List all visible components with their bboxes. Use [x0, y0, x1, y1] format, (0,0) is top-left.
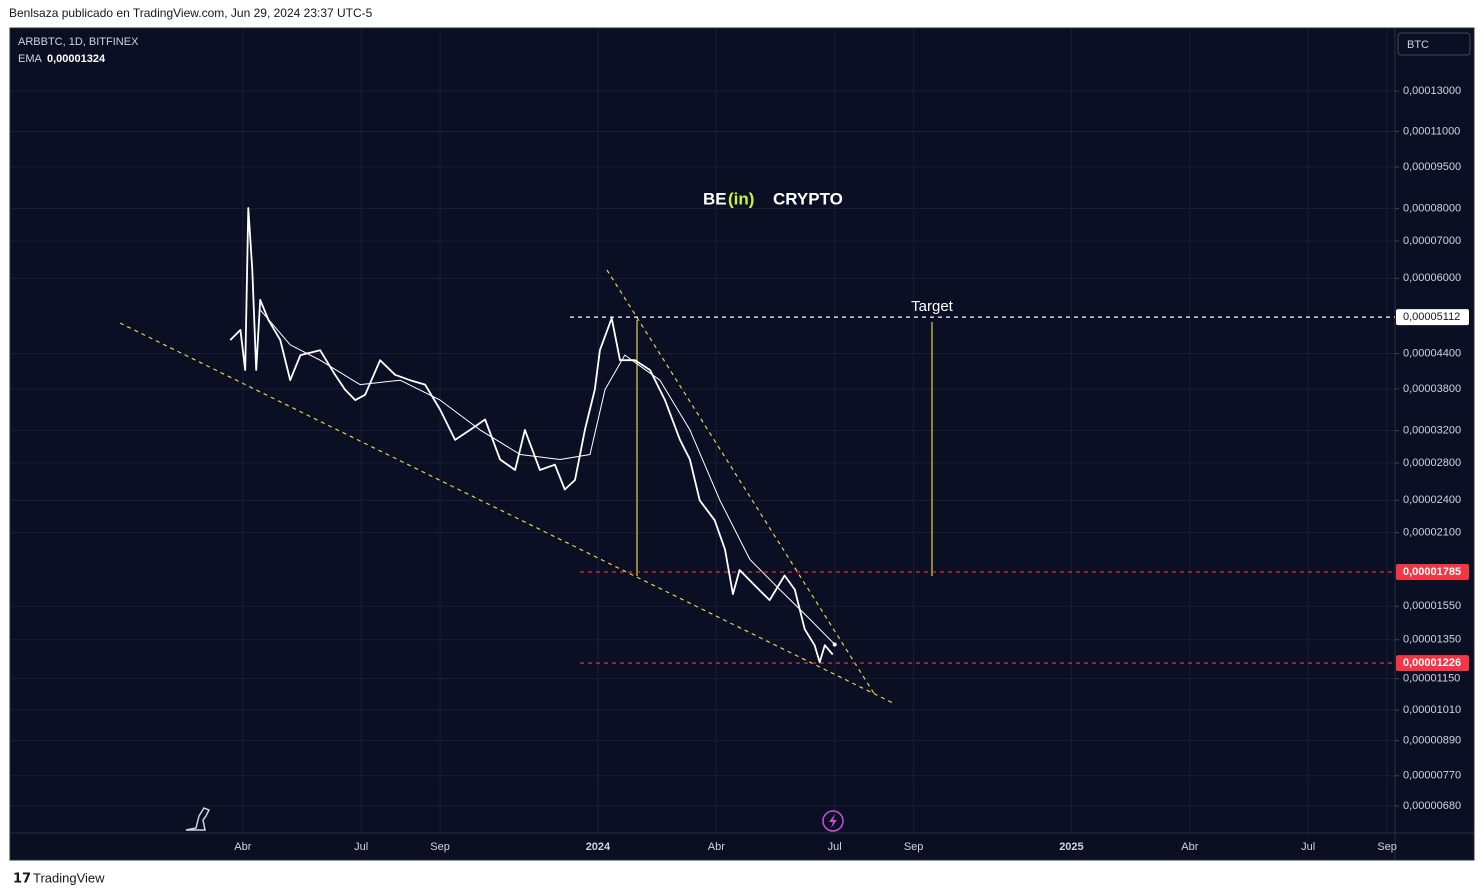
watermark-be: BE — [703, 189, 727, 208]
ema-legend: EMA — [18, 53, 43, 65]
price-level-tag — [1396, 655, 1469, 672]
x-tick-label: Jul — [354, 841, 368, 853]
x-tick-label: Jul — [828, 841, 842, 853]
x-tick-label: Sep — [430, 841, 450, 853]
price-level-label: 0,00001226 — [1403, 657, 1461, 669]
y-tick-label: 0,00000890 — [1403, 735, 1461, 747]
event-bolt — [829, 814, 837, 828]
y-tick-label: 0,00004400 — [1403, 347, 1461, 359]
price-level-tag — [1396, 564, 1469, 581]
currency-label: BTC — [1407, 39, 1429, 51]
ema-value: 0,00001324 — [47, 53, 106, 65]
y-tick-label: 0,00009500 — [1403, 161, 1461, 173]
y-tick-label: 0,00002100 — [1403, 527, 1461, 539]
y-tick-label: 0,00001010 — [1403, 704, 1461, 716]
tv-logo-mark: 𝟭𝟳 — [13, 870, 31, 885]
y-tick-label: 0,00000680 — [1403, 800, 1461, 812]
watermark-crypto: CRYPTO — [773, 189, 843, 208]
watermark-in: (in) — [728, 189, 754, 208]
symbol-legend: ARBBTC, 1D, BITFINEX — [18, 36, 139, 48]
ema-line — [259, 309, 836, 645]
x-tick-label: Sep — [904, 841, 924, 853]
y-tick-label: 0,00006000 — [1403, 272, 1461, 284]
plot — [119, 207, 1395, 705]
y-tick-label: 0,00001550 — [1403, 600, 1461, 612]
y-tick-label: 0,00002400 — [1403, 494, 1461, 506]
y-tick-label: 0,00001150 — [1403, 672, 1460, 684]
y-tick-label: 0,00002800 — [1403, 457, 1461, 469]
x-tick-label: Abr — [708, 841, 725, 853]
wedge-upper-trendline — [606, 269, 876, 696]
x-tick-label: Jul — [1301, 841, 1315, 853]
currency-button[interactable] — [1397, 32, 1471, 56]
y-tick-label: 0,00013000 — [1403, 85, 1461, 97]
y-tick-label: 0,00011000 — [1403, 125, 1460, 137]
x-tick-label: Sep — [1377, 841, 1397, 853]
x-tick-label: Abr — [234, 841, 251, 853]
ema-last-value — [832, 642, 837, 647]
y-tick-label: 0,00000770 — [1403, 770, 1461, 782]
x-tick-label: 2025 — [1059, 841, 1083, 853]
chart-panel — [9, 27, 1475, 861]
y-tick-label: 0,00008000 — [1403, 203, 1461, 215]
y-tick-label: 0,00003200 — [1403, 425, 1461, 437]
price-level-label: 0,00005112 — [1403, 311, 1460, 323]
footer-brand: TradingView — [33, 870, 105, 885]
price-level-label: 0,00001785 — [1403, 566, 1461, 578]
x-tick-label: Abr — [1181, 841, 1198, 853]
y-tick-label: 0,00003800 — [1403, 383, 1461, 395]
x-tick-label: 2024 — [586, 841, 611, 853]
event-icon[interactable] — [822, 810, 844, 832]
y-tick-label: 0,00007000 — [1403, 235, 1461, 247]
target-annotation: Target — [911, 298, 954, 315]
price-line — [229, 207, 834, 664]
price-level-tag — [1396, 309, 1469, 326]
watermark: BE (in) CRYPTO — [703, 189, 843, 208]
publish-header: Benlsaza publicado en TradingView.com, J… — [9, 6, 373, 20]
grid — [10, 28, 1395, 833]
y-tick-label: 0,00001350 — [1403, 634, 1461, 646]
mascot-icon — [185, 807, 211, 831]
